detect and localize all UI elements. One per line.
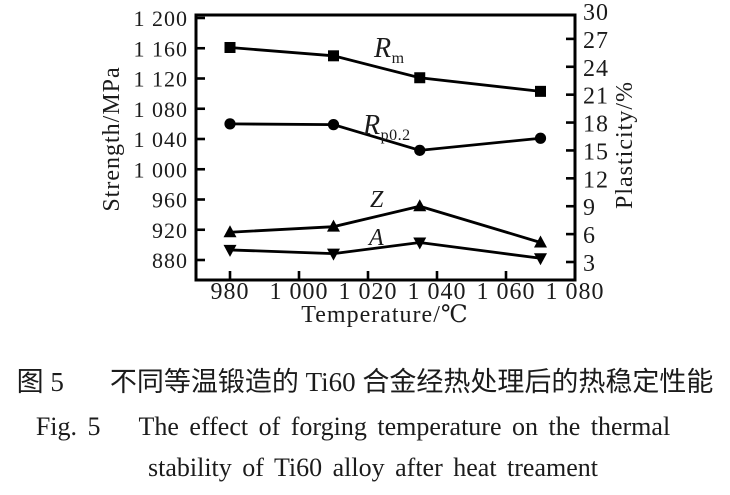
y-left-tick-label: 920 [152, 218, 188, 243]
caption-zh: 图 5 不同等温锻造的 Ti60 合金经热处理后的热稳定性能 [0, 360, 730, 399]
x-tick-label: 1 000 [270, 279, 329, 305]
y-left-tick-label: 880 [152, 248, 188, 273]
plot-area: 980 1 000 1 020 1 040 1 060 1 080 1 200 1 160 1 … [134, 0, 609, 305]
series-line-A [229, 241, 541, 260]
right-axis-title: Plasticity/% [612, 81, 638, 209]
x-tick-label: 1 040 [408, 279, 467, 305]
x-tick-label: 1 080 [546, 279, 605, 305]
caption-en-line2: stability of Ti60 alloy after heat tream… [8, 453, 730, 483]
caption-en-line1: Fig. 5 The effect of forging temperature… [0, 412, 718, 442]
marker-triangle-up-Z [534, 235, 547, 248]
y-left-tick-label: 1 040 [134, 127, 189, 152]
series-label-Rp0.2: Rp0.2 [362, 110, 411, 144]
left-axis-title: Strength/MPa [99, 66, 125, 211]
y-right-tick-label: 12 [583, 167, 609, 193]
marker-triangle-down-A [413, 237, 427, 250]
y-left-tick-label: 1 160 [134, 36, 189, 61]
marker-triangle-up-Z [413, 199, 427, 212]
thermal-stability-chart: Strength/MPa Plasticity/% Temperature/℃ … [99, 0, 638, 328]
series-line-Z [229, 204, 541, 244]
series-line-Rp0.2 [229, 122, 541, 152]
y-right-tick-label: 27 [583, 28, 609, 54]
marker-triangle-down-A [223, 244, 237, 257]
y-right-tick-label: 30 [583, 0, 609, 26]
plot-frame [194, 13, 577, 282]
marker-circle-Rp0.2 [414, 144, 426, 156]
y-left-tick-label: 960 [152, 188, 188, 213]
marker-circle-Rp0.2 [534, 132, 547, 144]
marker-square-Rm [535, 85, 546, 97]
marker-circle-Rp0.2 [327, 119, 340, 131]
y-right-tick-label: 21 [583, 84, 609, 110]
marker-square-Rm [224, 41, 236, 53]
y-left-tick-label: 1 120 [134, 67, 189, 92]
series-line-Rm [229, 46, 541, 93]
y-right-tick-label: 15 [583, 139, 609, 165]
y-right-tick-label: 3 [583, 251, 596, 277]
caption-zh-label: 图 5 [16, 367, 64, 397]
marker-triangle-up-Z [327, 219, 340, 232]
x-axis-title: Temperature/℃ [301, 302, 468, 328]
caption-en-label: Fig. 5 [35, 412, 101, 441]
y-right-tick-label: 18 [583, 112, 609, 138]
y-right-tick-label: 24 [583, 56, 609, 82]
marker-triangle-down-A [534, 253, 547, 266]
caption-zh-text: 不同等温锻造的 Ti60 合金经热处理后的热稳定性能 [109, 367, 714, 397]
y-left-tick-label: 1 200 [134, 6, 189, 31]
caption-en-text2: stability of Ti60 alloy after heat tream… [147, 453, 599, 482]
caption-en-text1: The effect of forging temperature on the… [138, 412, 671, 441]
y-right-tick-label: 9 [583, 195, 596, 221]
marker-square-Rm [414, 72, 426, 84]
marker-square-Rm [328, 50, 339, 62]
x-tick-label: 980 [211, 279, 250, 305]
y-left-tick-label: 1 080 [134, 97, 189, 122]
x-tick-label: 1 060 [477, 279, 536, 305]
y-right-tick-label: 6 [583, 223, 596, 249]
series-label-Rm: Rm [373, 33, 405, 67]
x-tick-label: 1 020 [339, 279, 398, 305]
marker-triangle-up-Z [223, 225, 237, 238]
series-label-Z: Z [370, 187, 384, 213]
marker-triangle-down-A [327, 248, 340, 261]
series-label-A: A [367, 225, 384, 251]
marker-circle-Rp0.2 [224, 118, 236, 130]
y-left-tick-label: 1 000 [134, 157, 189, 182]
